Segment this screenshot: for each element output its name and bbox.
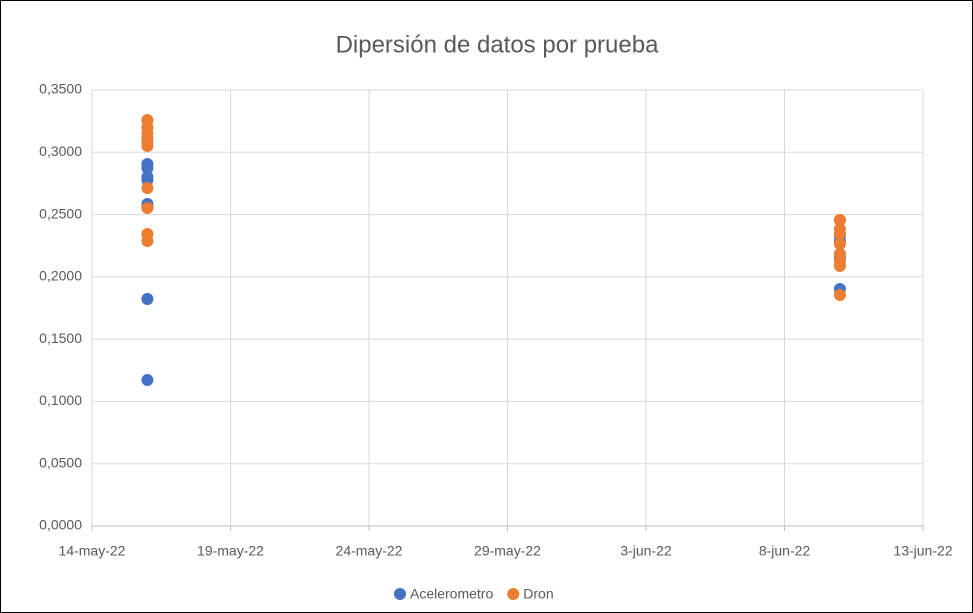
point xyxy=(141,161,154,174)
x-tick-label: 3-jun-22 xyxy=(620,543,672,559)
point xyxy=(833,228,846,241)
x-tick-label: 29-may-22 xyxy=(474,543,541,559)
x-tick-label: 19-may-22 xyxy=(197,543,264,559)
x-tick-label: 8-jun-22 xyxy=(759,543,811,559)
y-tick-label: 0,3500 xyxy=(39,81,82,97)
point xyxy=(833,289,846,302)
point xyxy=(833,214,846,227)
point xyxy=(833,237,846,250)
chart-title: Dipersión de datos por prueba xyxy=(336,31,660,58)
point xyxy=(141,182,154,195)
legend-label: Dron xyxy=(523,586,553,602)
point xyxy=(141,234,154,247)
x-tick-label: 24-may-22 xyxy=(336,543,403,559)
point xyxy=(141,201,154,214)
legend-label: Acelerometro xyxy=(410,586,493,602)
x-tick-label: 14-may-22 xyxy=(59,543,126,559)
y-tick-label: 0,1000 xyxy=(39,392,82,408)
y-tick-label: 0,2000 xyxy=(39,268,82,284)
point xyxy=(141,293,154,306)
y-tick-label: 0,0500 xyxy=(39,454,82,470)
y-tick-label: 0,1500 xyxy=(39,330,82,346)
legend-marker xyxy=(507,588,520,600)
point xyxy=(141,374,154,387)
y-tick-label: 0,0000 xyxy=(39,517,82,533)
y-tick-label: 0,3000 xyxy=(39,143,82,159)
x-tick-label: 13-jun-22 xyxy=(893,543,952,559)
point xyxy=(141,140,154,153)
point xyxy=(833,260,846,273)
y-tick-label: 0,2500 xyxy=(39,205,82,221)
legend-marker xyxy=(394,588,406,600)
